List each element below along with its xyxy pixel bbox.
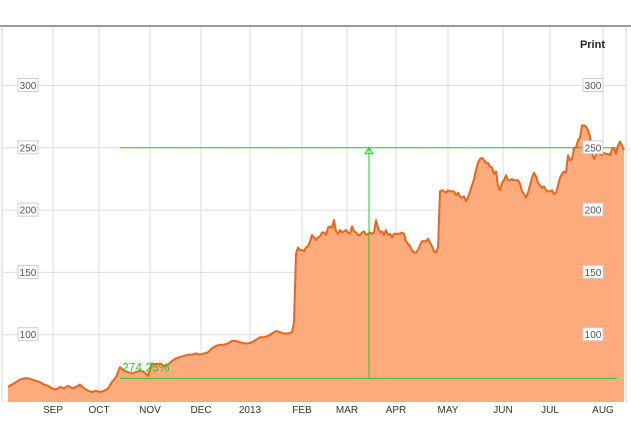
series-area — [8, 125, 624, 403]
x-tick-label: APR — [386, 405, 407, 416]
y-tick-box-right — [582, 264, 604, 279]
x-tick-label: DEC — [190, 405, 211, 416]
x-tick-label: MAY — [438, 405, 459, 416]
y-tick-label-right: 300 — [585, 81, 602, 92]
print-link[interactable]: Print — [579, 39, 605, 51]
x-tick-label: JUN — [493, 405, 512, 416]
y-tick-label-left: 150 — [20, 268, 37, 279]
y-tick-label-left: 300 — [20, 81, 37, 92]
y-tick-box-left — [17, 202, 39, 217]
y-tick-label-right: 250 — [585, 143, 602, 154]
y-tick-box-left — [17, 327, 39, 342]
x-tick-label: SEP — [43, 405, 63, 416]
y-tick-label-right: 200 — [585, 206, 602, 217]
y-tick-label-right: 150 — [585, 268, 602, 279]
x-tick-label: AUG — [592, 405, 614, 416]
x-tick-label: NOV — [139, 405, 161, 416]
y-tick-label-left: 200 — [20, 206, 37, 217]
y-tick-label-left: 250 — [20, 143, 37, 154]
y-tick-box-left — [17, 264, 39, 279]
y-tick-box-right — [582, 140, 604, 155]
y-tick-box-right — [582, 78, 604, 93]
x-tick-label: OCT — [88, 405, 109, 416]
annotation-label: 274.25% — [122, 360, 170, 374]
y-tick-box-left — [17, 78, 39, 93]
y-tick-box-right — [582, 327, 604, 342]
annotation-arrow-icon — [364, 146, 374, 155]
x-tick-label: MAR — [336, 405, 358, 416]
x-tick-label: JUL — [541, 405, 559, 416]
y-tick-label-left: 100 — [20, 330, 37, 341]
x-tick-label: 2013 — [239, 405, 262, 416]
y-tick-box-left — [17, 140, 39, 155]
y-tick-box-right — [582, 202, 604, 217]
series-line — [7, 124, 625, 393]
y-tick-label-right: 100 — [585, 330, 602, 341]
x-tick-label: FEB — [292, 405, 312, 416]
